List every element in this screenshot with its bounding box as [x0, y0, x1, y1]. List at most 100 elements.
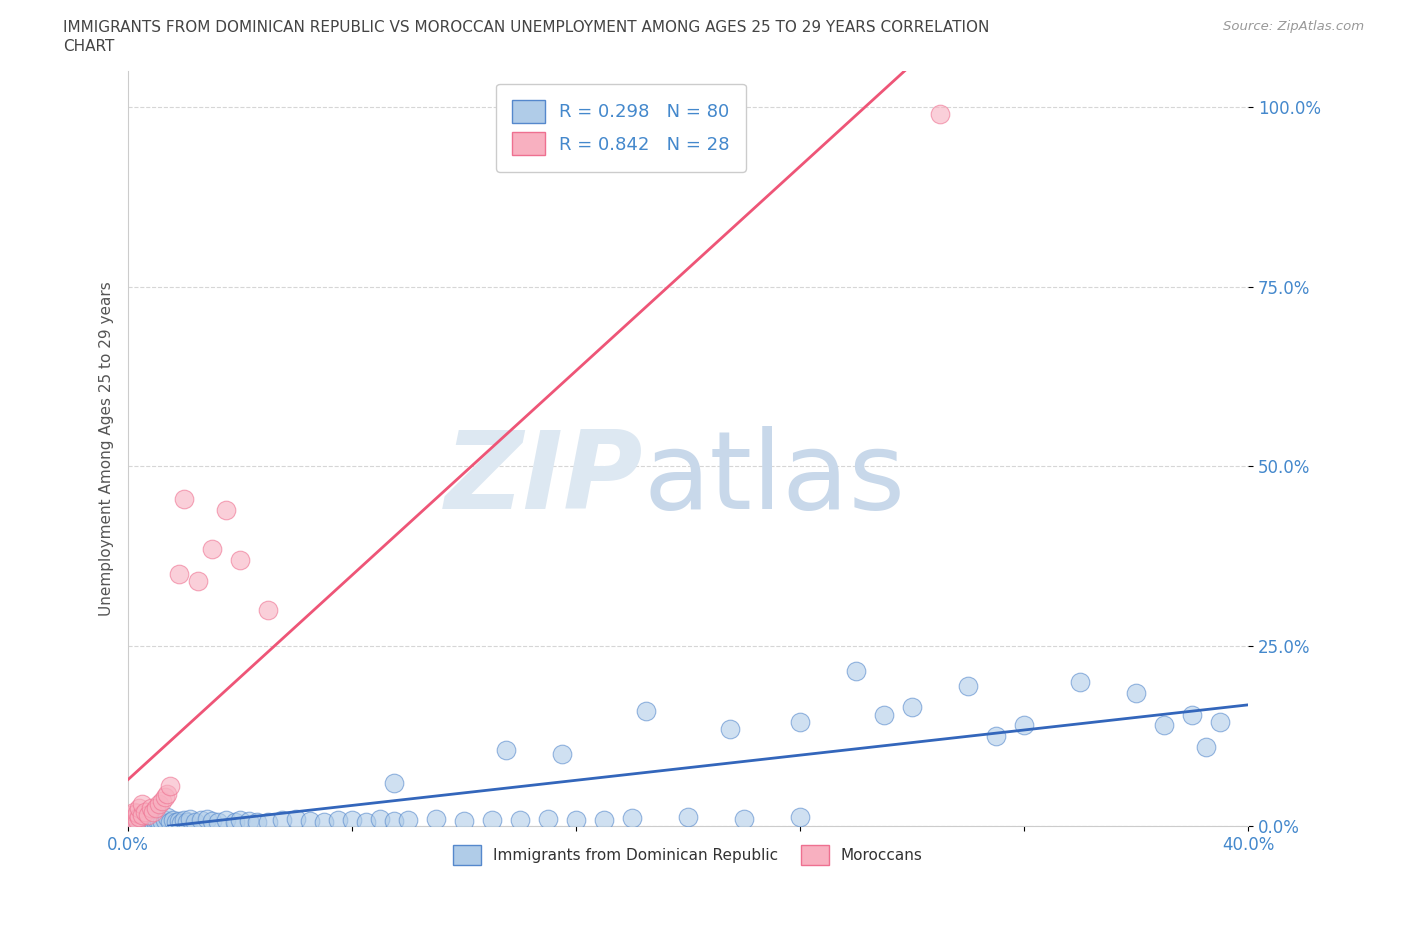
Point	[120, 815, 142, 830]
Point	[354, 815, 377, 830]
Point	[481, 812, 503, 827]
Point	[131, 808, 153, 823]
Point	[184, 815, 207, 830]
Point	[176, 815, 198, 830]
Point	[131, 816, 153, 830]
Point	[173, 813, 195, 828]
Point	[271, 813, 294, 828]
Point	[718, 722, 741, 737]
Point	[537, 811, 560, 826]
Point	[495, 743, 517, 758]
Point	[150, 815, 173, 830]
Point	[201, 814, 224, 829]
Point	[340, 813, 363, 828]
Point	[131, 797, 153, 812]
Text: CHART: CHART	[63, 39, 115, 54]
Point	[1069, 675, 1091, 690]
Point	[150, 793, 173, 808]
Point	[984, 729, 1007, 744]
Point	[845, 664, 868, 679]
Point	[901, 700, 924, 715]
Point	[285, 811, 308, 826]
Point	[368, 811, 391, 826]
Text: Source: ZipAtlas.com: Source: ZipAtlas.com	[1223, 20, 1364, 33]
Point	[139, 810, 162, 825]
Point	[120, 815, 142, 830]
Point	[142, 815, 165, 830]
Point	[1195, 739, 1218, 754]
Point	[593, 812, 616, 827]
Point	[873, 707, 896, 722]
Text: IMMIGRANTS FROM DOMINICAN REPUBLIC VS MOROCCAN UNEMPLOYMENT AMONG AGES 25 TO 29 : IMMIGRANTS FROM DOMINICAN REPUBLIC VS MO…	[63, 20, 990, 35]
Point	[299, 814, 322, 829]
Point	[128, 815, 150, 830]
Point	[120, 811, 142, 826]
Point	[125, 817, 148, 831]
Point	[676, 810, 699, 825]
Point	[382, 814, 405, 829]
Point	[328, 812, 350, 827]
Point	[125, 805, 148, 820]
Point	[145, 801, 167, 816]
Point	[565, 813, 588, 828]
Point	[636, 703, 658, 718]
Point	[257, 815, 280, 830]
Point	[159, 815, 181, 830]
Point	[139, 815, 162, 830]
Point	[957, 678, 980, 693]
Point	[156, 810, 179, 825]
Text: ZIP: ZIP	[444, 426, 644, 532]
Point	[139, 801, 162, 816]
Point	[120, 808, 142, 823]
Point	[136, 808, 159, 823]
Point	[122, 813, 145, 828]
Point	[153, 790, 176, 804]
Point	[1153, 718, 1175, 733]
Point	[382, 776, 405, 790]
Point	[238, 814, 260, 829]
Point	[167, 566, 190, 581]
Point	[229, 813, 252, 828]
Point	[125, 813, 148, 828]
Point	[128, 813, 150, 828]
Point	[187, 574, 209, 589]
Point	[1181, 707, 1204, 722]
Point	[131, 811, 153, 826]
Point	[207, 815, 229, 830]
Point	[162, 812, 184, 827]
Point	[148, 814, 170, 829]
Point	[453, 814, 475, 829]
Text: atlas: atlas	[644, 426, 905, 532]
Point	[551, 747, 574, 762]
Point	[156, 786, 179, 801]
Point	[173, 491, 195, 506]
Point	[128, 801, 150, 816]
Point	[122, 815, 145, 830]
Point	[136, 816, 159, 830]
Point	[159, 779, 181, 794]
Point	[789, 714, 811, 729]
Point	[246, 815, 269, 830]
Point	[136, 812, 159, 827]
Point	[145, 811, 167, 826]
Point	[125, 810, 148, 825]
Point	[195, 811, 218, 826]
Point	[134, 804, 156, 819]
Point	[257, 603, 280, 618]
Point	[789, 810, 811, 825]
Point	[165, 815, 187, 830]
Point	[201, 541, 224, 556]
Point	[145, 816, 167, 830]
Point	[929, 107, 952, 122]
Point	[215, 502, 238, 517]
Legend: Immigrants from Dominican Republic, Moroccans: Immigrants from Dominican Republic, Moro…	[447, 840, 929, 871]
Point	[509, 813, 531, 828]
Point	[425, 811, 447, 826]
Point	[229, 552, 252, 567]
Point	[733, 811, 755, 826]
Point	[167, 814, 190, 829]
Point	[122, 811, 145, 826]
Point	[314, 815, 336, 830]
Point	[148, 797, 170, 812]
Point	[1125, 685, 1147, 700]
